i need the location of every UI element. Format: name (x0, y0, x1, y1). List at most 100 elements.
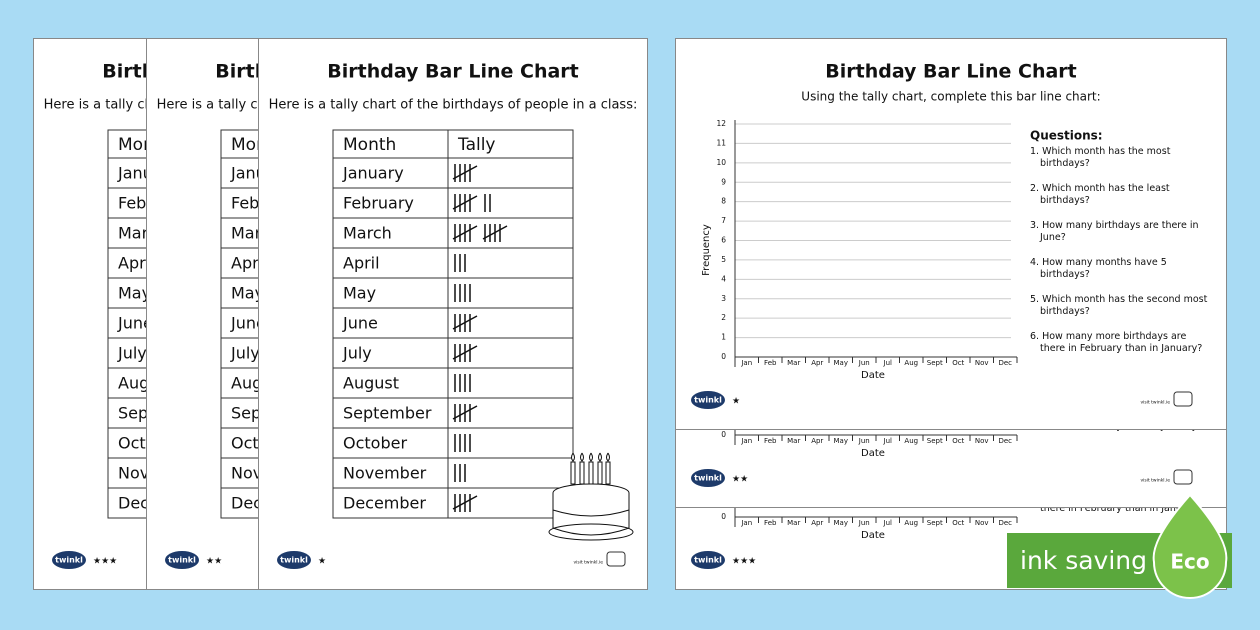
month: March (231, 224, 280, 243)
y-tick-label: 4 (721, 274, 726, 283)
flame (598, 452, 602, 462)
table (332, 129, 574, 519)
x-tick-label: Aug (904, 437, 918, 445)
mini-badge (606, 551, 626, 567)
x-tick-label: Aug (904, 519, 918, 527)
month: October (118, 434, 182, 453)
month: April (231, 254, 268, 273)
x-tick-label: May (834, 437, 848, 445)
question: 4. How many months have 5 birthdays? (1030, 257, 1167, 280)
x-tick-label: Jan (740, 437, 752, 445)
twinkl-logo (165, 551, 199, 569)
sheet-title: Birthday Bar Line Chart (327, 61, 579, 83)
x-tick-label: Sept (927, 519, 943, 527)
flame (580, 452, 584, 462)
y-tick-label: 0 (721, 512, 726, 521)
question: 1. Which month has the most birthdays? (1030, 146, 1171, 169)
stars: ★★★ (93, 557, 117, 567)
x-tick-label: Mar (787, 437, 800, 445)
y-tick-label: 6 (721, 236, 726, 245)
month: January (342, 164, 404, 183)
brand: twinkl (694, 556, 722, 565)
y-tick-label: 7 (721, 216, 726, 225)
twinkl-logo (691, 551, 725, 569)
sheet-group: Birthday Bar Line Chart Here is a tally c… (146, 38, 526, 590)
month: June (230, 314, 266, 333)
month: September (343, 404, 432, 423)
x-tick-label: Sept (927, 437, 943, 445)
x-tick-label: Oct (952, 437, 964, 445)
questions-title: Questions: (1030, 129, 1103, 143)
month: September (231, 404, 320, 423)
question-list: 1. Which month has the most birthdays?2.… (1030, 430, 1210, 433)
table (107, 129, 147, 519)
y-tick-label: 0 (721, 352, 726, 361)
question: 2. Which month has the least birthdays? (1030, 183, 1170, 206)
month: July (117, 344, 147, 363)
url: visit twinkl.ie (1140, 478, 1170, 484)
x-tick-label: Nov (975, 359, 989, 367)
table (220, 129, 259, 519)
tally-strike (452, 195, 478, 210)
month: February (231, 194, 302, 213)
month: December (231, 494, 314, 513)
sheet-title: Birthday Bar Line Chart (215, 61, 467, 83)
month: September (118, 404, 207, 423)
cake (548, 452, 634, 541)
stars: ★ (732, 397, 740, 407)
brand: twinkl (694, 474, 722, 483)
month: December (118, 494, 201, 513)
stars: ★★ (206, 557, 222, 567)
month: April (343, 254, 380, 273)
month: July (342, 344, 372, 363)
month: February (118, 194, 189, 213)
flame (606, 452, 610, 462)
x-tick-label: Sept (927, 359, 943, 367)
candle (579, 461, 585, 485)
x-tick-label: Jul (883, 437, 893, 445)
month: November (231, 464, 315, 483)
month: May (118, 284, 151, 303)
twinkl-logo (277, 551, 311, 569)
month: August (118, 374, 174, 393)
y-tick-label: 5 (721, 255, 726, 264)
y-tick-label: 0 (721, 430, 726, 439)
y-tick-label: 1 (721, 333, 726, 342)
x-tick-label: Apr (811, 519, 823, 527)
twinkl-logo (52, 551, 86, 569)
tally (454, 374, 471, 392)
month: July (230, 344, 260, 363)
tally-strike (452, 165, 478, 180)
questions: 1. Which month has the most birthdays? 2.… (1030, 146, 1207, 354)
x-tick-label: Oct (952, 519, 964, 527)
sheet-title: Birthday Bar Line Chart (102, 61, 354, 83)
month: January (230, 164, 292, 183)
x-tick-label: Mar (787, 519, 800, 527)
candle (570, 461, 576, 485)
twinkl-logo (691, 391, 725, 409)
x-tick-label: Jun (858, 437, 870, 445)
url: visit twinkl.ie (573, 560, 603, 566)
tally-strike (452, 405, 478, 420)
y-tick-label: 9 (721, 177, 726, 186)
x-tick-label: Feb (764, 437, 777, 445)
month: May (343, 284, 376, 303)
badge-label: Eco (1170, 550, 1209, 574)
intro: Here is a tally chart of the birthdays o… (157, 98, 526, 113)
x-tick-label: Nov (975, 519, 989, 527)
x-tick-label: Nov (975, 437, 989, 445)
tally (454, 434, 471, 452)
y-tick-label: 3 (721, 294, 726, 303)
cake-band (552, 509, 630, 517)
month: December (343, 494, 426, 513)
y-tick-label: 10 (716, 158, 726, 167)
question: 3. How many birthdays are there in June? (1030, 220, 1199, 243)
intro: Here is a tally chart of the birthdays o… (269, 98, 638, 113)
tally (454, 464, 466, 482)
stars: ★ (318, 557, 326, 567)
x-tick-label: May (834, 519, 848, 527)
